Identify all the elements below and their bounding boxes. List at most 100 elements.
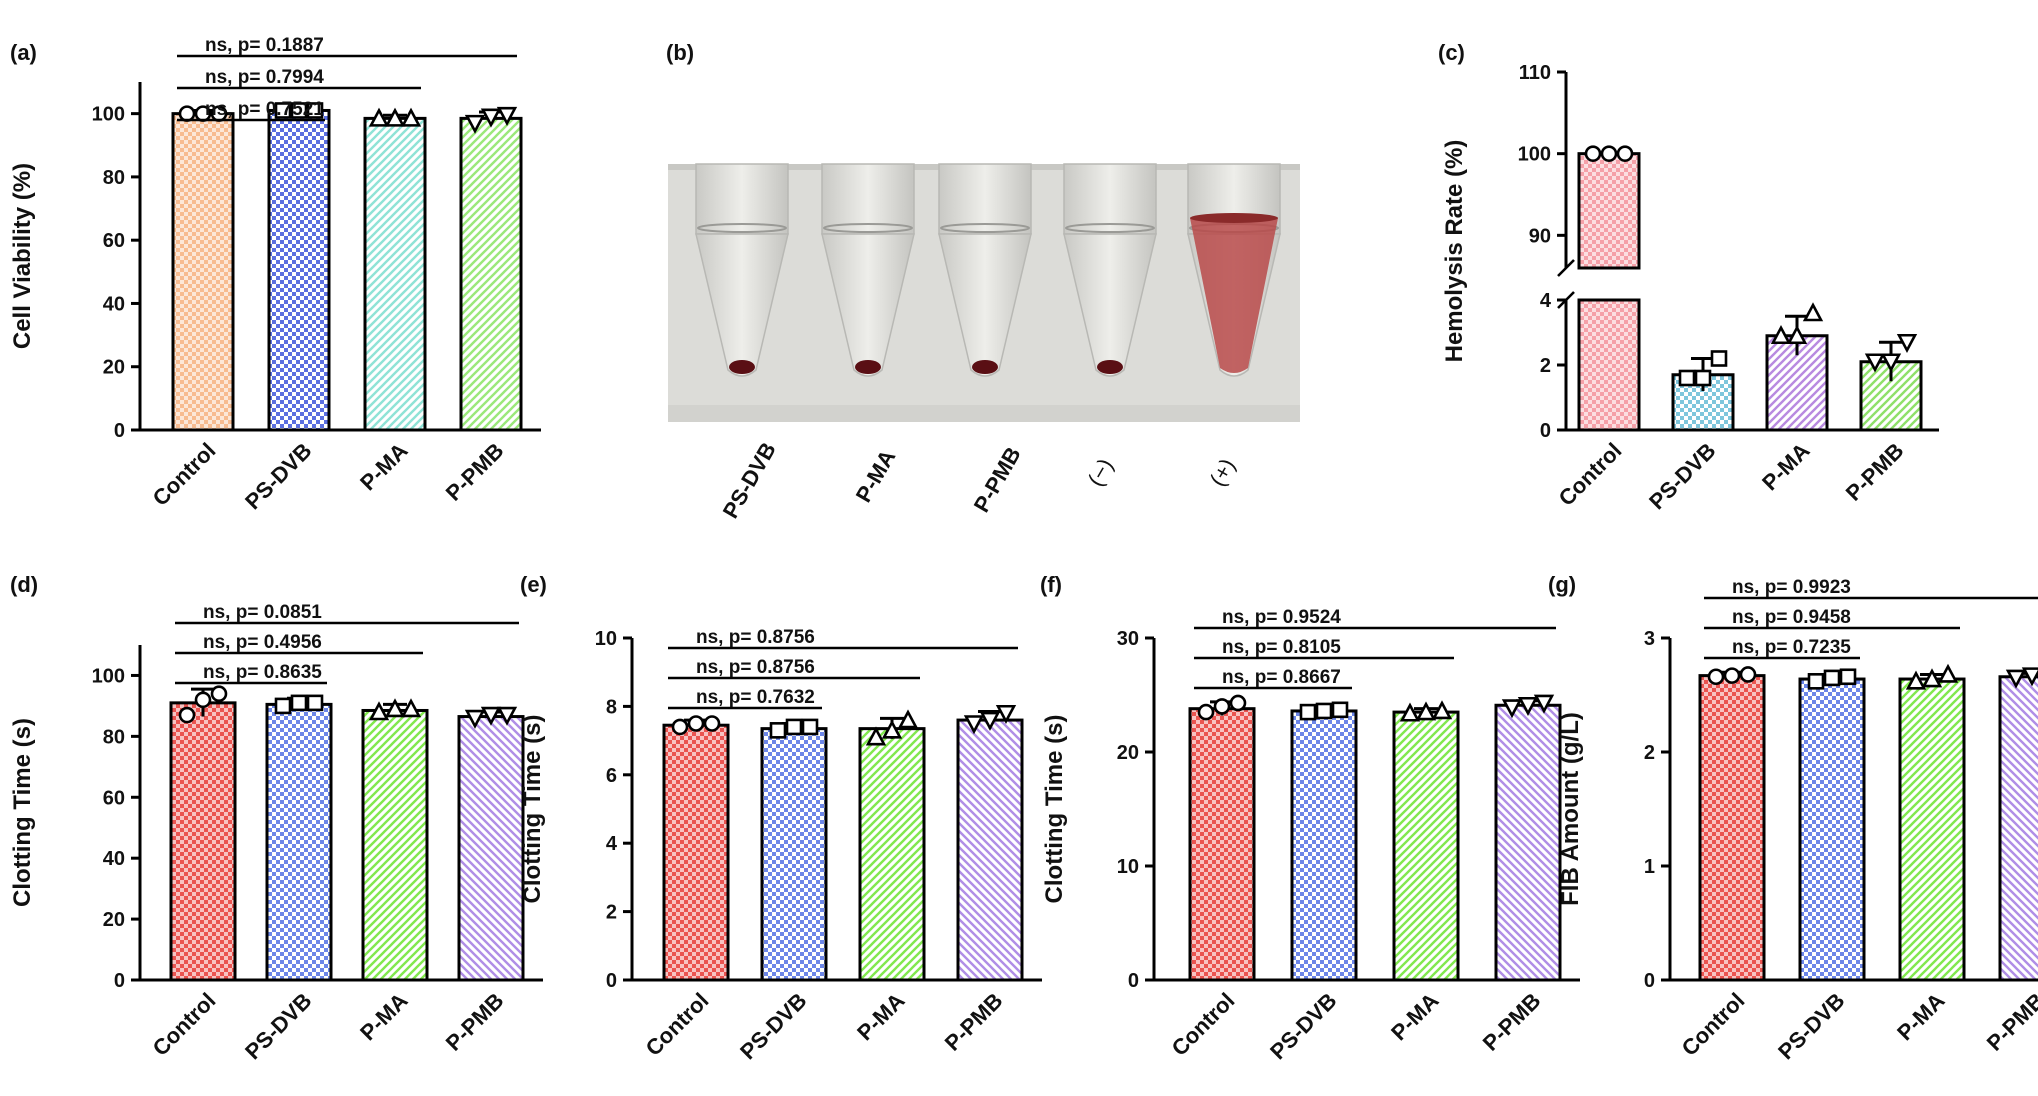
rbc-pellet xyxy=(855,360,881,374)
y-axis-label: Clotting Time (s) xyxy=(519,715,546,904)
bar xyxy=(662,723,730,982)
panel-a: (a) 0 20 40 60 80 100 Cell Viability (%) Contro… xyxy=(9,35,541,514)
bar xyxy=(267,108,331,432)
data-point xyxy=(178,105,196,122)
x-tick-label: P-MA xyxy=(852,988,910,1046)
data-point xyxy=(1839,668,1857,686)
bar-lower xyxy=(1577,298,1641,432)
x-tick-label: PS-DVB xyxy=(735,988,811,1064)
tube-cone xyxy=(1063,233,1157,377)
panel-c-label: (c) xyxy=(1438,40,1465,65)
data-point xyxy=(400,107,422,127)
panel-d-chart: 0 20 40 60 80 100 Clotting Time (s) Control PS-D… xyxy=(9,602,543,1064)
tube-body xyxy=(938,163,1032,235)
tube-label-negative: (−) xyxy=(1083,454,1118,490)
significance-label: ns, p= 0.9458 xyxy=(1732,607,1851,628)
data-point xyxy=(1710,350,1728,367)
x-tick-label: PS-DVB xyxy=(240,988,316,1064)
data-point xyxy=(368,701,390,721)
data-point xyxy=(290,694,308,712)
data-point xyxy=(1331,701,1349,719)
rbc-pellet xyxy=(729,360,755,374)
y-axis-label: Clotting Time (s) xyxy=(1041,715,1068,904)
data-point xyxy=(480,706,502,726)
data-point xyxy=(881,719,903,739)
tube-label-p-ma: P-MA xyxy=(851,445,901,506)
data-point xyxy=(1937,663,1959,683)
y-tick-label: 100 xyxy=(92,665,125,687)
data-point xyxy=(1533,694,1555,714)
tube-meniscus xyxy=(823,223,913,233)
x-tick-label: P-MA xyxy=(355,438,413,496)
data-point xyxy=(1723,667,1741,684)
data-point xyxy=(671,718,689,736)
bar xyxy=(956,718,1024,982)
panel-a-chart: 0 20 40 60 80 100 Cell Viability (%) Control PS-… xyxy=(9,35,541,514)
y-tick-label: 110 xyxy=(1519,62,1551,84)
significance-label: ns, p= 0.1887 xyxy=(205,35,324,56)
tube-label-p-pmb: P-PMB xyxy=(969,443,1026,517)
panel-a-label: (a) xyxy=(10,40,37,65)
x-tick-label: P-MA xyxy=(1757,438,1815,496)
data-point xyxy=(801,718,819,736)
tube-label-ps-dvb: PS-DVB xyxy=(718,438,781,522)
bar xyxy=(363,116,427,432)
bar-break-gap xyxy=(1575,270,1643,298)
tube-cone xyxy=(821,233,915,377)
panel-g-label: (g) xyxy=(1548,572,1576,597)
tubes xyxy=(695,163,1281,377)
tube-body xyxy=(695,163,789,235)
y-tick-label: 80 xyxy=(103,726,125,748)
y-tick-label: 60 xyxy=(103,230,125,252)
significance-label: ns, p= 0.7994 xyxy=(205,67,324,88)
x-tick-label: Control xyxy=(1554,438,1627,511)
x-tick-label: P-MA xyxy=(355,988,413,1046)
bar xyxy=(1898,677,1966,982)
bar xyxy=(171,112,235,432)
data-point xyxy=(1770,324,1792,345)
y-tick-label: 2 xyxy=(1644,742,1655,764)
data-point xyxy=(1517,696,1539,717)
data-point xyxy=(1600,145,1618,162)
y-tick-label: 20 xyxy=(103,357,125,379)
y-tick-label: 20 xyxy=(1117,742,1139,764)
bar xyxy=(1188,707,1256,982)
data-point xyxy=(1584,145,1602,162)
panel-f: (f) 0 10 20 30 Clotting Time (s) Control PS-DV… xyxy=(1040,572,1580,1064)
panel-b-label: (b) xyxy=(666,40,694,65)
tube-body xyxy=(1063,163,1157,235)
bar xyxy=(1494,703,1562,982)
y-tick-label: 80 xyxy=(103,167,125,189)
data-point xyxy=(995,704,1017,725)
data-point xyxy=(1213,698,1231,715)
data-point xyxy=(290,102,308,119)
panel-d: (d) 0 20 40 60 80 100 Clotting Time (s) Control… xyxy=(9,572,543,1064)
y-tick-label: 0 xyxy=(1644,970,1655,992)
y-tick-label: 20 xyxy=(103,909,125,931)
panel-g-chart: 0 1 2 3 FIB Amount (g/L) Control PS-DVB P-MA P-P… xyxy=(1557,577,2038,1064)
photo-bottom-band xyxy=(668,405,1300,422)
y-tick-label: 0 xyxy=(114,970,125,992)
y-tick-label: 4 xyxy=(1540,290,1552,312)
data-point xyxy=(1299,703,1317,721)
data-point xyxy=(1197,703,1215,721)
data-point xyxy=(1802,302,1824,322)
data-point xyxy=(306,694,324,712)
data-point xyxy=(2021,667,2038,687)
x-tick-label: P-PMB xyxy=(1478,988,1546,1056)
panel-e: (e) 0 2 4 6 8 10 Clotting Time (s) Control PS-DV… xyxy=(519,572,1042,1064)
data-point xyxy=(2005,669,2027,689)
y-tick-label: 6 xyxy=(606,765,617,787)
tube-cone xyxy=(695,233,789,377)
data-point xyxy=(1905,670,1927,690)
y-tick-label: 1 xyxy=(1644,856,1655,878)
y-tick-label: 40 xyxy=(103,848,125,870)
data-point xyxy=(1807,673,1825,690)
data-point xyxy=(274,697,292,715)
data-point xyxy=(703,715,721,732)
data-point xyxy=(368,107,390,127)
y-tick-label: 0 xyxy=(606,970,617,992)
data-point xyxy=(480,108,502,128)
x-tick-label: P-MA xyxy=(1386,988,1444,1046)
